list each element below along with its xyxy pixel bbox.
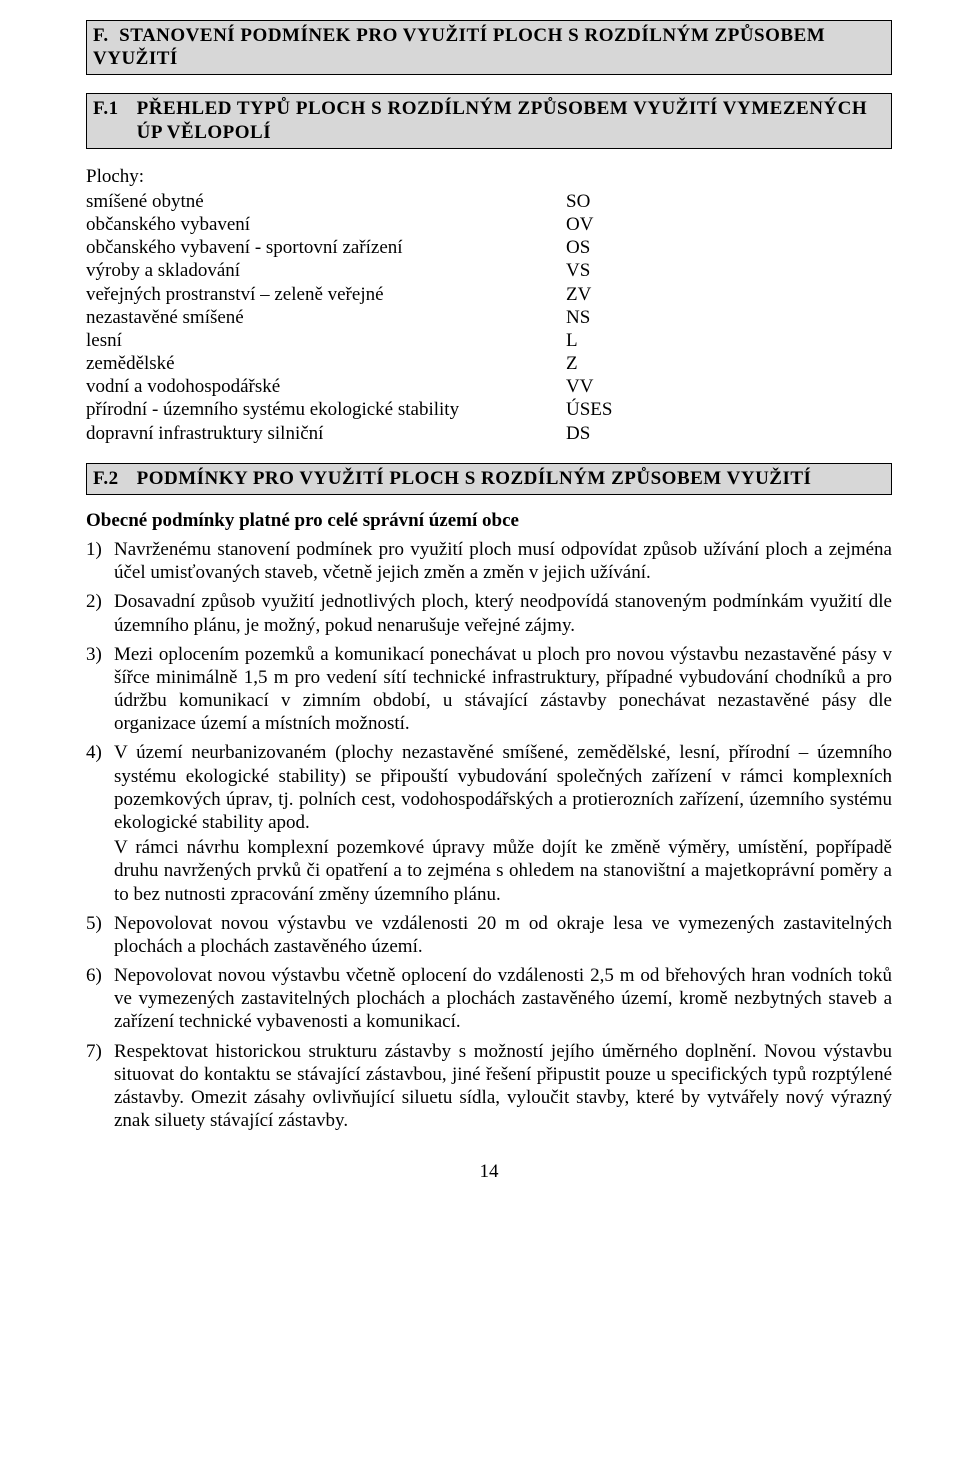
land-row: občanského vybavení - sportovní zařízení… bbox=[86, 236, 892, 259]
land-code: ZV bbox=[566, 283, 646, 306]
land-code: OS bbox=[566, 236, 646, 259]
list-item-number: 5) bbox=[86, 912, 114, 958]
land-row: vodní a vodohospodářské VV bbox=[86, 375, 892, 398]
conditions-list: 1) Navrženému stanovení podmínek pro vyu… bbox=[86, 538, 892, 1132]
land-row: dopravní infrastruktury silniční DS bbox=[86, 422, 892, 445]
list-item-body: Navrženému stanovení podmínek pro využit… bbox=[114, 538, 892, 584]
list-item-number: 1) bbox=[86, 538, 114, 584]
land-types-table: smíšené obytné SO občanského vybavení OV… bbox=[86, 190, 892, 445]
section-f2-title: PODMÍNKY PRO VYUŽITÍ PLOCH S ROZDÍLNÝM Z… bbox=[137, 467, 812, 490]
section-f2-code: F.2 bbox=[93, 467, 119, 490]
list-item-inner: V rámci návrhu komplexní pozemkové úprav… bbox=[114, 836, 892, 906]
section-f-code: F. bbox=[93, 24, 109, 47]
land-code: ÚSES bbox=[566, 398, 646, 421]
land-code: SO bbox=[566, 190, 646, 213]
land-row: lesní L bbox=[86, 329, 892, 352]
list-item: 6) Nepovolovat novou výstavbu včetně opl… bbox=[86, 964, 892, 1034]
land-name: zemědělské bbox=[86, 352, 566, 375]
list-item: 1) Navrženému stanovení podmínek pro vyu… bbox=[86, 538, 892, 584]
land-name: veřejných prostranství – zeleně veřejné bbox=[86, 283, 566, 306]
land-row: veřejných prostranství – zeleně veřejné … bbox=[86, 283, 892, 306]
land-code: OV bbox=[566, 213, 646, 236]
list-item-body: Respektovat historickou strukturu zástav… bbox=[114, 1040, 892, 1133]
land-name: nezastavěné smíšené bbox=[86, 306, 566, 329]
list-item-number: 2) bbox=[86, 590, 114, 636]
list-item: 2) Dosavadní způsob využití jednotlivých… bbox=[86, 590, 892, 636]
land-name: dopravní infrastruktury silniční bbox=[86, 422, 566, 445]
list-item-number: 7) bbox=[86, 1040, 114, 1133]
land-name: smíšené obytné bbox=[86, 190, 566, 213]
list-item-text: V území neurbanizovaném (plochy nezastav… bbox=[114, 742, 892, 833]
list-item: 3) Mezi oplocením pozemků a komunikací p… bbox=[86, 643, 892, 736]
plochy-label: Plochy: bbox=[86, 165, 892, 188]
list-item: 5) Nepovolovat novou výstavbu ve vzdálen… bbox=[86, 912, 892, 958]
section-f-header: F. STANOVENÍ PODMÍNEK PRO VYUŽITÍ PLOCH … bbox=[86, 20, 892, 75]
general-conditions-heading: Obecné podmínky platné pro celé správní … bbox=[86, 509, 892, 532]
land-name: lesní bbox=[86, 329, 566, 352]
list-item-body: Nepovolovat novou výstavbu ve vzdálenost… bbox=[114, 912, 892, 958]
land-code: DS bbox=[566, 422, 646, 445]
land-row: nezastavěné smíšené NS bbox=[86, 306, 892, 329]
land-name: vodní a vodohospodářské bbox=[86, 375, 566, 398]
section-f2-header: F.2 PODMÍNKY PRO VYUŽITÍ PLOCH S ROZDÍLN… bbox=[86, 463, 892, 495]
land-code: L bbox=[566, 329, 646, 352]
land-row: výroby a skladování VS bbox=[86, 259, 892, 282]
land-name: přírodní - územního systému ekologické s… bbox=[86, 398, 566, 421]
section-f1-code: F.1 bbox=[93, 97, 119, 143]
list-item-body: Nepovolovat novou výstavbu včetně oploce… bbox=[114, 964, 892, 1034]
land-row: občanského vybavení OV bbox=[86, 213, 892, 236]
land-code: VS bbox=[566, 259, 646, 282]
land-code: NS bbox=[566, 306, 646, 329]
land-name: občanského vybavení bbox=[86, 213, 566, 236]
page-number: 14 bbox=[86, 1160, 892, 1183]
section-f1-header: F.1 PŘEHLED TYPŮ PLOCH S ROZDÍLNÝM ZPŮSO… bbox=[86, 93, 892, 148]
list-item-number: 3) bbox=[86, 643, 114, 736]
land-code: Z bbox=[566, 352, 646, 375]
section-f1-title: PŘEHLED TYPŮ PLOCH S ROZDÍLNÝM ZPŮSOBEM … bbox=[137, 97, 885, 143]
land-row: zemědělské Z bbox=[86, 352, 892, 375]
land-name: výroby a skladování bbox=[86, 259, 566, 282]
section-f-title: STANOVENÍ PODMÍNEK PRO VYUŽITÍ PLOCH S R… bbox=[93, 25, 825, 69]
list-item: 7) Respektovat historickou strukturu zás… bbox=[86, 1040, 892, 1133]
list-item-number: 6) bbox=[86, 964, 114, 1034]
list-item-body: V území neurbanizovaném (plochy nezastav… bbox=[114, 741, 892, 905]
land-row: smíšené obytné SO bbox=[86, 190, 892, 213]
list-item-number: 4) bbox=[86, 741, 114, 905]
list-item: 4) V území neurbanizovaném (plochy nezas… bbox=[86, 741, 892, 905]
land-name: občanského vybavení - sportovní zařízení bbox=[86, 236, 566, 259]
list-item-body: Mezi oplocením pozemků a komunikací pone… bbox=[114, 643, 892, 736]
land-row: přírodní - územního systému ekologické s… bbox=[86, 398, 892, 421]
list-item-body: Dosavadní způsob využití jednotlivých pl… bbox=[114, 590, 892, 636]
land-code: VV bbox=[566, 375, 646, 398]
